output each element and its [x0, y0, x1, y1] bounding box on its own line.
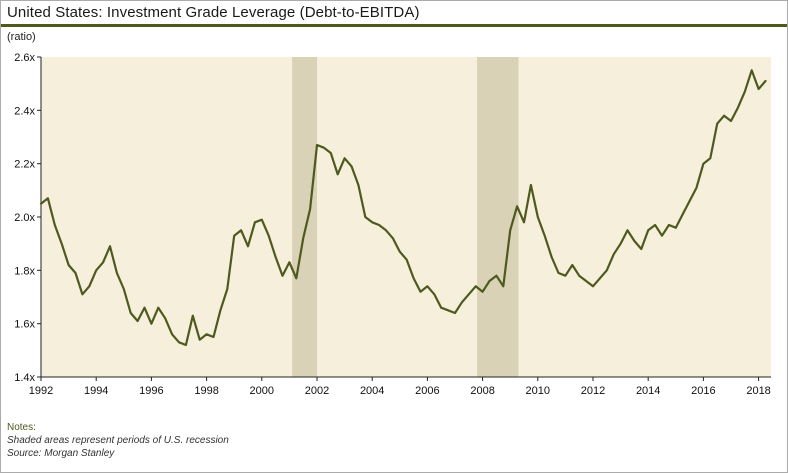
source-text: Source: Morgan Stanley [7, 448, 115, 459]
footnotes: Notes: Shaded areas represent periods of… [1, 419, 787, 460]
x-tick-label: 2014 [636, 385, 660, 397]
x-tick-label: 2016 [691, 385, 715, 397]
x-tick-label: 1996 [139, 385, 163, 397]
title-underline [1, 24, 787, 27]
y-tick-label: 2.4x [14, 105, 35, 117]
x-tick-label: 1998 [194, 385, 218, 397]
recession-note: Shaded areas represent periods of U.S. r… [7, 435, 229, 446]
notes-label: Notes: [7, 422, 36, 433]
x-tick-label: 2004 [360, 385, 384, 397]
line-chart: 1.4x 1.6x 1.8x 2.0x 2.2x 2.4x 2.6x 1992 1994 1996… [14, 52, 771, 397]
plot-area [41, 57, 771, 377]
x-tick-label: 2010 [526, 385, 550, 397]
y-tick-label: 2.6x [14, 52, 35, 64]
y-tick-label: 2.0x [14, 212, 35, 224]
x-tick-label: 2002 [305, 385, 329, 397]
x-tick-label: 2000 [250, 385, 274, 397]
y-axis-unit-label: (ratio) [7, 31, 36, 43]
x-tick-label: 2018 [746, 385, 770, 397]
x-tick-label: 1994 [84, 385, 108, 397]
page-title: United States: Investment Grade Leverage… [7, 4, 420, 21]
header: United States: Investment Grade Leverage… [1, 1, 787, 23]
x-tick-label: 2008 [470, 385, 494, 397]
y-tick-label: 2.2x [14, 159, 35, 171]
data-line [39, 69, 767, 347]
y-tick-label: 1.6x [14, 319, 35, 331]
recession-band [292, 57, 317, 377]
y-tick-label: 1.4x [14, 372, 35, 384]
recession-band [477, 57, 519, 377]
y-tick-label: 1.8x [14, 265, 35, 277]
x-tick-label: 1992 [29, 385, 53, 397]
x-tick-label: 2006 [415, 385, 439, 397]
x-tick-label: 2012 [581, 385, 605, 397]
